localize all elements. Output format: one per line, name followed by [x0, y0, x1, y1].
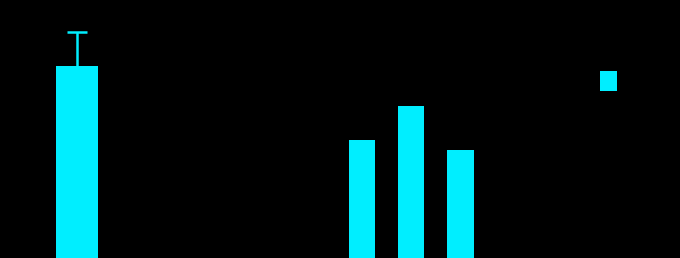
Bar — [349, 140, 375, 258]
Bar — [600, 71, 617, 91]
Bar — [56, 66, 98, 258]
Bar — [447, 150, 474, 258]
Bar — [398, 106, 424, 258]
